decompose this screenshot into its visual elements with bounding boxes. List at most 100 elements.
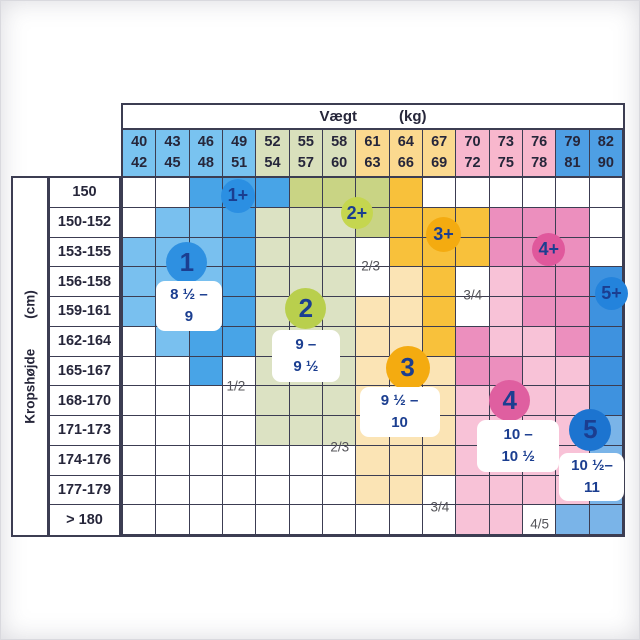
weight-value-bottom: 81 bbox=[564, 155, 581, 171]
weight-col-header: 46 48 bbox=[189, 130, 223, 176]
grid-cell bbox=[589, 356, 623, 387]
height-row-header: 165-167 bbox=[50, 357, 119, 387]
grid-cell bbox=[389, 237, 423, 268]
weight-value-bottom: 54 bbox=[264, 155, 281, 171]
weight-value-top: 55 bbox=[297, 133, 314, 150]
grid-cell bbox=[489, 475, 523, 506]
height-row-header: 150-152 bbox=[50, 208, 119, 238]
weight-axis-unit: (kg) bbox=[399, 108, 427, 125]
grid-cell bbox=[456, 207, 490, 238]
grid-cell bbox=[123, 207, 157, 238]
grid-cell bbox=[322, 416, 357, 446]
grid-cell bbox=[456, 475, 490, 506]
grid-cell bbox=[189, 416, 223, 446]
grid-cell bbox=[256, 207, 290, 238]
grid-cell bbox=[356, 267, 390, 297]
weight-axis-header: Vægt (kg) bbox=[121, 103, 625, 130]
size-range-line: 10 – bbox=[503, 425, 533, 443]
weight-value-top: 43 bbox=[164, 133, 181, 150]
grid-cell bbox=[589, 326, 623, 357]
grid-cell bbox=[156, 178, 190, 208]
grid-cell bbox=[123, 297, 157, 327]
grid-cell bbox=[556, 267, 590, 297]
grid-cell bbox=[123, 356, 157, 387]
height-axis-sidebar: Kropshøjde (cm) bbox=[11, 176, 49, 537]
grid-cell bbox=[389, 267, 423, 297]
grid-cell bbox=[289, 237, 323, 268]
grid-cell bbox=[522, 356, 557, 387]
grid-cell bbox=[589, 237, 623, 268]
weight-col-header: 67 69 bbox=[422, 130, 457, 176]
weight-col-header: 79 81 bbox=[556, 130, 590, 176]
size-range-line: 10 bbox=[391, 413, 408, 431]
size-plus-marker: 4+ bbox=[532, 232, 566, 266]
grid-cell bbox=[456, 267, 490, 297]
grid-cell bbox=[322, 386, 357, 416]
grid-cell bbox=[589, 178, 623, 208]
height-row-header: 156-158 bbox=[50, 267, 119, 297]
fraction-boundary-label: 1/2 bbox=[226, 378, 246, 394]
size-range-line: 9 – bbox=[295, 336, 317, 354]
size-plus-marker: 3+ bbox=[426, 217, 462, 253]
grid-cell bbox=[556, 326, 590, 357]
grid-cell bbox=[556, 178, 590, 208]
grid-cell bbox=[256, 237, 290, 268]
size-range-label: 10 ½– 11 bbox=[559, 452, 625, 501]
height-axis-unit-text: (cm) bbox=[22, 289, 38, 319]
weight-col-header: 58 60 bbox=[322, 130, 357, 176]
size-range-line: 9 ½ – bbox=[380, 391, 419, 409]
grid-cell bbox=[189, 178, 223, 208]
weight-value-top: 58 bbox=[331, 133, 348, 150]
size-range-line: 11 bbox=[584, 478, 600, 496]
grid-cell bbox=[123, 416, 157, 446]
height-row-header: 171-173 bbox=[50, 416, 119, 446]
grid-cell bbox=[322, 297, 357, 327]
weight-value-top: 70 bbox=[464, 133, 481, 150]
grid-cell bbox=[222, 416, 257, 446]
grid-cell bbox=[222, 445, 257, 476]
weight-value-top: 64 bbox=[397, 133, 414, 150]
grid-cell bbox=[422, 326, 457, 357]
grid-cell bbox=[222, 386, 257, 416]
weight-value-top: 67 bbox=[431, 133, 448, 150]
weight-col-header: 76 78 bbox=[522, 130, 557, 176]
grid-cell bbox=[222, 297, 257, 327]
height-axis-label-text: Kropshøjde bbox=[22, 348, 38, 424]
grid-cell bbox=[123, 505, 157, 535]
grid-cell bbox=[389, 475, 423, 506]
grid-cell bbox=[389, 297, 423, 327]
grid-cell bbox=[522, 505, 557, 535]
weight-value-top: 79 bbox=[564, 133, 581, 150]
grid-cell bbox=[556, 207, 590, 238]
grid-cell bbox=[456, 178, 490, 208]
height-row-header: 174-176 bbox=[50, 446, 119, 476]
grid-cell bbox=[456, 297, 490, 327]
grid-cell bbox=[522, 475, 557, 506]
grid-cell bbox=[189, 445, 223, 476]
grid-cell bbox=[489, 178, 523, 208]
grid-cell bbox=[189, 207, 223, 238]
grid-cell bbox=[156, 386, 190, 416]
fraction-boundary-label: 3/4 bbox=[430, 499, 450, 515]
weight-col-header: 55 57 bbox=[289, 130, 323, 176]
grid-cell bbox=[322, 505, 357, 535]
size-range-label: 10 – 10 ½ bbox=[477, 419, 560, 472]
grid-cell bbox=[356, 326, 390, 357]
weight-col-header: 52 54 bbox=[256, 130, 290, 176]
height-row-header: 162-164 bbox=[50, 327, 119, 357]
fraction-boundary-label: 4/5 bbox=[530, 516, 550, 532]
grid-cell bbox=[256, 445, 290, 476]
fraction-boundary-label: 2/3 bbox=[330, 439, 350, 455]
size-range-line: 10 ½– bbox=[571, 457, 613, 475]
size-plus-marker: 2+ bbox=[340, 197, 373, 229]
grid-cell bbox=[256, 178, 290, 208]
grid-cell bbox=[422, 475, 457, 506]
grid-cell bbox=[256, 416, 290, 446]
grid-cell bbox=[289, 445, 323, 476]
grid-cell bbox=[289, 386, 323, 416]
grid-cell bbox=[356, 505, 390, 535]
grid-cell bbox=[456, 237, 490, 268]
grid-cell bbox=[522, 267, 557, 297]
weight-col-header: 61 63 bbox=[356, 130, 390, 176]
grid-cell bbox=[156, 207, 190, 238]
